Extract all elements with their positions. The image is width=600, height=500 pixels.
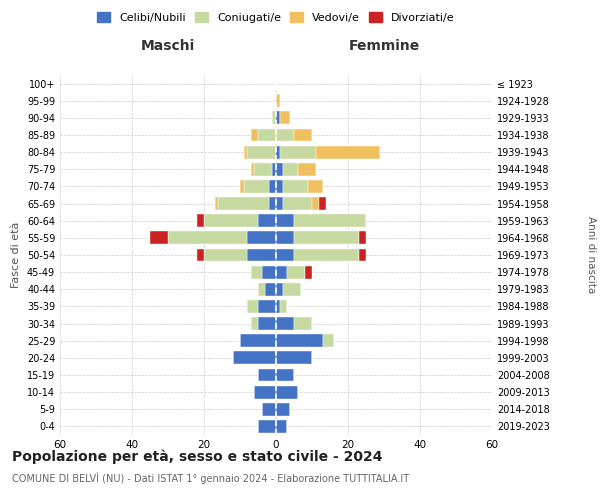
Bar [294, 128, 312, 141]
Bar [276, 248, 294, 262]
Text: Anni di nascita: Anni di nascita [586, 216, 596, 294]
Bar [276, 283, 283, 296]
Bar [269, 197, 276, 210]
Bar [359, 248, 366, 262]
Bar [254, 163, 272, 175]
Bar [258, 300, 276, 313]
Bar [244, 180, 269, 193]
Bar [280, 300, 287, 313]
Bar [247, 146, 276, 158]
Bar [276, 352, 312, 364]
Text: Popolazione per età, sesso e stato civile - 2024: Popolazione per età, sesso e stato civil… [12, 450, 383, 464]
Bar [276, 420, 287, 433]
Bar [319, 197, 326, 210]
Bar [276, 112, 280, 124]
Bar [276, 368, 294, 382]
Bar [276, 197, 283, 210]
Bar [280, 146, 316, 158]
Bar [251, 163, 254, 175]
Bar [294, 248, 359, 262]
Bar [276, 403, 290, 415]
Bar [294, 232, 359, 244]
Bar [316, 146, 380, 158]
Bar [283, 283, 301, 296]
Bar [312, 197, 319, 210]
Bar [298, 163, 316, 175]
Bar [204, 248, 247, 262]
Bar [276, 214, 294, 227]
Bar [258, 420, 276, 433]
Bar [240, 334, 276, 347]
Bar [276, 317, 294, 330]
Bar [258, 214, 276, 227]
Bar [276, 386, 298, 398]
Bar [247, 300, 258, 313]
Bar [258, 317, 276, 330]
Bar [233, 352, 276, 364]
Text: COMUNE DI BELVÌ (NU) - Dati ISTAT 1° gennaio 2024 - Elaborazione TUTTITALIA.IT: COMUNE DI BELVÌ (NU) - Dati ISTAT 1° gen… [12, 472, 409, 484]
Bar [294, 214, 366, 227]
Bar [283, 180, 308, 193]
Text: Femmine: Femmine [349, 38, 419, 52]
Bar [359, 232, 366, 244]
Bar [276, 232, 294, 244]
Bar [294, 317, 312, 330]
Bar [251, 128, 258, 141]
Bar [251, 317, 258, 330]
Bar [276, 334, 323, 347]
Bar [258, 128, 276, 141]
Bar [280, 112, 290, 124]
Bar [258, 283, 265, 296]
Bar [215, 197, 218, 210]
Bar [287, 266, 305, 278]
Bar [272, 163, 276, 175]
Bar [262, 403, 276, 415]
Bar [308, 180, 323, 193]
Bar [272, 112, 276, 124]
Bar [244, 146, 247, 158]
Bar [283, 197, 312, 210]
Bar [262, 266, 276, 278]
Bar [197, 214, 204, 227]
Bar [276, 266, 287, 278]
Bar [197, 248, 204, 262]
Bar [276, 180, 283, 193]
Bar [251, 266, 262, 278]
Bar [269, 180, 276, 193]
Bar [150, 232, 168, 244]
Bar [276, 300, 280, 313]
Bar [323, 334, 334, 347]
Y-axis label: Fasce di età: Fasce di età [11, 222, 21, 288]
Bar [254, 386, 276, 398]
Bar [258, 368, 276, 382]
Bar [247, 232, 276, 244]
Bar [276, 163, 283, 175]
Bar [204, 214, 258, 227]
Bar [283, 163, 298, 175]
Bar [218, 197, 269, 210]
Text: Maschi: Maschi [141, 38, 195, 52]
Bar [265, 283, 276, 296]
Bar [305, 266, 312, 278]
Bar [240, 180, 244, 193]
Bar [276, 94, 280, 107]
Bar [247, 248, 276, 262]
Bar [168, 232, 247, 244]
Bar [276, 128, 294, 141]
Bar [276, 146, 280, 158]
Legend: Celibi/Nubili, Coniugati/e, Vedovi/e, Divorziati/e: Celibi/Nubili, Coniugati/e, Vedovi/e, Di… [93, 8, 459, 28]
